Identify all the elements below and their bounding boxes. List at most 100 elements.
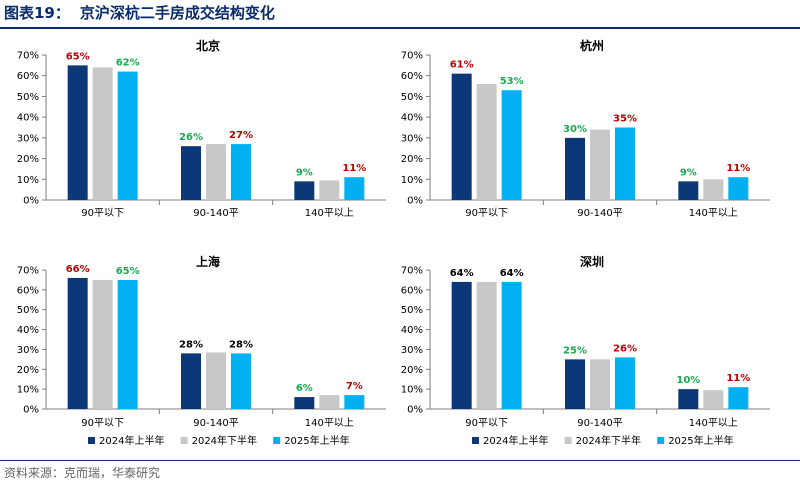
title-divider bbox=[0, 27, 800, 29]
x-tick-label: 90平以下 bbox=[465, 418, 508, 429]
data-label: 30% bbox=[563, 124, 587, 135]
bar-3-series-3 bbox=[728, 387, 749, 409]
y-tick-label: 60% bbox=[401, 71, 423, 82]
bar-2-series-3 bbox=[231, 353, 251, 409]
legend-label: 2024年上半年 bbox=[483, 434, 548, 447]
source-note: 资料来源：克而瑞，华泰研究 bbox=[4, 466, 161, 480]
figure-label: 图表19： bbox=[4, 4, 70, 22]
y-tick-label: 50% bbox=[17, 92, 39, 103]
y-tick-label: 70% bbox=[17, 51, 39, 62]
bar-2-series-1 bbox=[565, 137, 585, 200]
y-tick-label: 30% bbox=[401, 345, 423, 356]
legend-label: 2025年上半年 bbox=[284, 434, 349, 447]
figure-title-text: 京沪深杭二手房成交结构变化 bbox=[79, 4, 275, 22]
x-tick-label: 140平以上 bbox=[305, 417, 354, 429]
data-label: 26% bbox=[179, 132, 203, 143]
y-tick-label: 30% bbox=[17, 345, 39, 356]
legend-swatch bbox=[472, 437, 479, 444]
x-tick-label: 90-140平 bbox=[577, 418, 622, 429]
bar-2-series-1 bbox=[565, 359, 585, 409]
data-label: 65% bbox=[66, 51, 90, 62]
bar-1-series-1 bbox=[67, 65, 88, 200]
y-tick-label: 40% bbox=[401, 113, 423, 124]
bar-3-series-1 bbox=[678, 181, 699, 200]
bar-3-series-3 bbox=[344, 177, 365, 200]
data-label: 11% bbox=[726, 373, 750, 384]
data-label: 27% bbox=[229, 130, 253, 141]
y-tick-label: 10% bbox=[401, 385, 423, 396]
y-tick-label: 50% bbox=[401, 305, 423, 316]
bar-3-series-1 bbox=[678, 389, 699, 409]
bar-1-series-2 bbox=[476, 281, 497, 409]
legend-2: 2024年上半年 2024年下半年 2025年上半年 bbox=[472, 434, 734, 447]
legend-1: 2024年上半年 2024年下半年 2025年上半年 bbox=[88, 434, 350, 447]
bar-1-series-1 bbox=[67, 277, 88, 409]
bar-2-series-3 bbox=[615, 127, 635, 200]
legend-label: 2024年上半年 bbox=[99, 434, 164, 447]
x-tick-label: 90-140平 bbox=[193, 208, 238, 219]
y-tick-label: 70% bbox=[401, 51, 423, 62]
data-label: 6% bbox=[296, 383, 313, 394]
x-tick-label: 90-140平 bbox=[577, 208, 622, 219]
legend-label: 2025年上半年 bbox=[668, 434, 733, 447]
chart-panel-4: 深圳 0% 10% 20% 30% 40% 50% 60% 70% 90平以下 90-140平 140… bbox=[401, 254, 770, 429]
legend-label: 2024年下半年 bbox=[192, 434, 257, 447]
bar-2-series-2 bbox=[206, 352, 226, 409]
data-label: 25% bbox=[563, 345, 587, 356]
data-label: 64% bbox=[500, 268, 524, 279]
chart-title: 上海 bbox=[196, 254, 220, 269]
y-tick-label: 10% bbox=[17, 385, 39, 396]
data-label: 65% bbox=[116, 266, 140, 277]
chart-title: 深圳 bbox=[580, 254, 604, 269]
data-label: 10% bbox=[676, 375, 700, 386]
y-tick-label: 50% bbox=[17, 305, 39, 316]
bar-1-series-3 bbox=[117, 279, 138, 409]
chart-title: 杭州 bbox=[580, 38, 604, 53]
y-tick-label: 60% bbox=[17, 71, 39, 82]
y-tick-label: 0% bbox=[23, 196, 39, 207]
legend-swatch bbox=[273, 437, 281, 444]
data-label: 35% bbox=[613, 114, 637, 125]
bar-3-series-1 bbox=[294, 397, 315, 409]
bar-1-series-2 bbox=[92, 67, 113, 200]
data-label: 62% bbox=[116, 58, 140, 69]
y-tick-label: 0% bbox=[23, 405, 39, 416]
data-label: 9% bbox=[680, 167, 697, 178]
y-tick-label: 20% bbox=[401, 365, 423, 376]
data-label: 28% bbox=[179, 339, 203, 350]
x-tick-label: 140平以上 bbox=[689, 207, 738, 219]
data-label: 28% bbox=[229, 339, 253, 350]
bar-2-series-2 bbox=[206, 144, 226, 200]
y-tick-label: 20% bbox=[17, 365, 39, 376]
legend-swatch bbox=[88, 437, 95, 444]
x-tick-label: 90平以下 bbox=[81, 418, 124, 429]
data-label: 64% bbox=[450, 268, 474, 279]
data-label: 9% bbox=[296, 167, 313, 178]
bar-1-series-2 bbox=[476, 84, 497, 200]
y-tick-label: 40% bbox=[17, 113, 39, 124]
bar-1-series-2 bbox=[92, 279, 113, 409]
bar-1-series-1 bbox=[451, 73, 472, 200]
y-tick-label: 60% bbox=[17, 285, 39, 296]
y-tick-label: 70% bbox=[401, 266, 423, 277]
bar-3-series-2 bbox=[703, 179, 724, 200]
bar-3-series-3 bbox=[344, 395, 365, 409]
y-tick-label: 50% bbox=[401, 92, 423, 103]
source-divider bbox=[0, 460, 800, 461]
x-tick-label: 90-140平 bbox=[193, 418, 238, 429]
bar-3-series-3 bbox=[728, 177, 749, 200]
bar-1-series-3 bbox=[501, 90, 522, 200]
chart-panel-3: 上海 0% 10% 20% 30% 40% 50% 60% 70% 90平以下 90-140平 140… bbox=[17, 254, 386, 429]
bar-3-series-2 bbox=[319, 395, 340, 409]
chart-title: 北京 bbox=[196, 38, 220, 53]
figure-title: 图表19： 京沪深杭二手房成交结构变化 bbox=[4, 2, 275, 23]
y-tick-label: 60% bbox=[401, 285, 423, 296]
bar-3-series-2 bbox=[703, 390, 724, 409]
data-label: 66% bbox=[66, 264, 90, 275]
y-tick-label: 40% bbox=[17, 325, 39, 336]
bar-2-series-2 bbox=[590, 359, 610, 409]
data-label: 11% bbox=[342, 163, 366, 174]
y-tick-label: 10% bbox=[401, 175, 423, 186]
bar-1-series-1 bbox=[451, 281, 472, 409]
